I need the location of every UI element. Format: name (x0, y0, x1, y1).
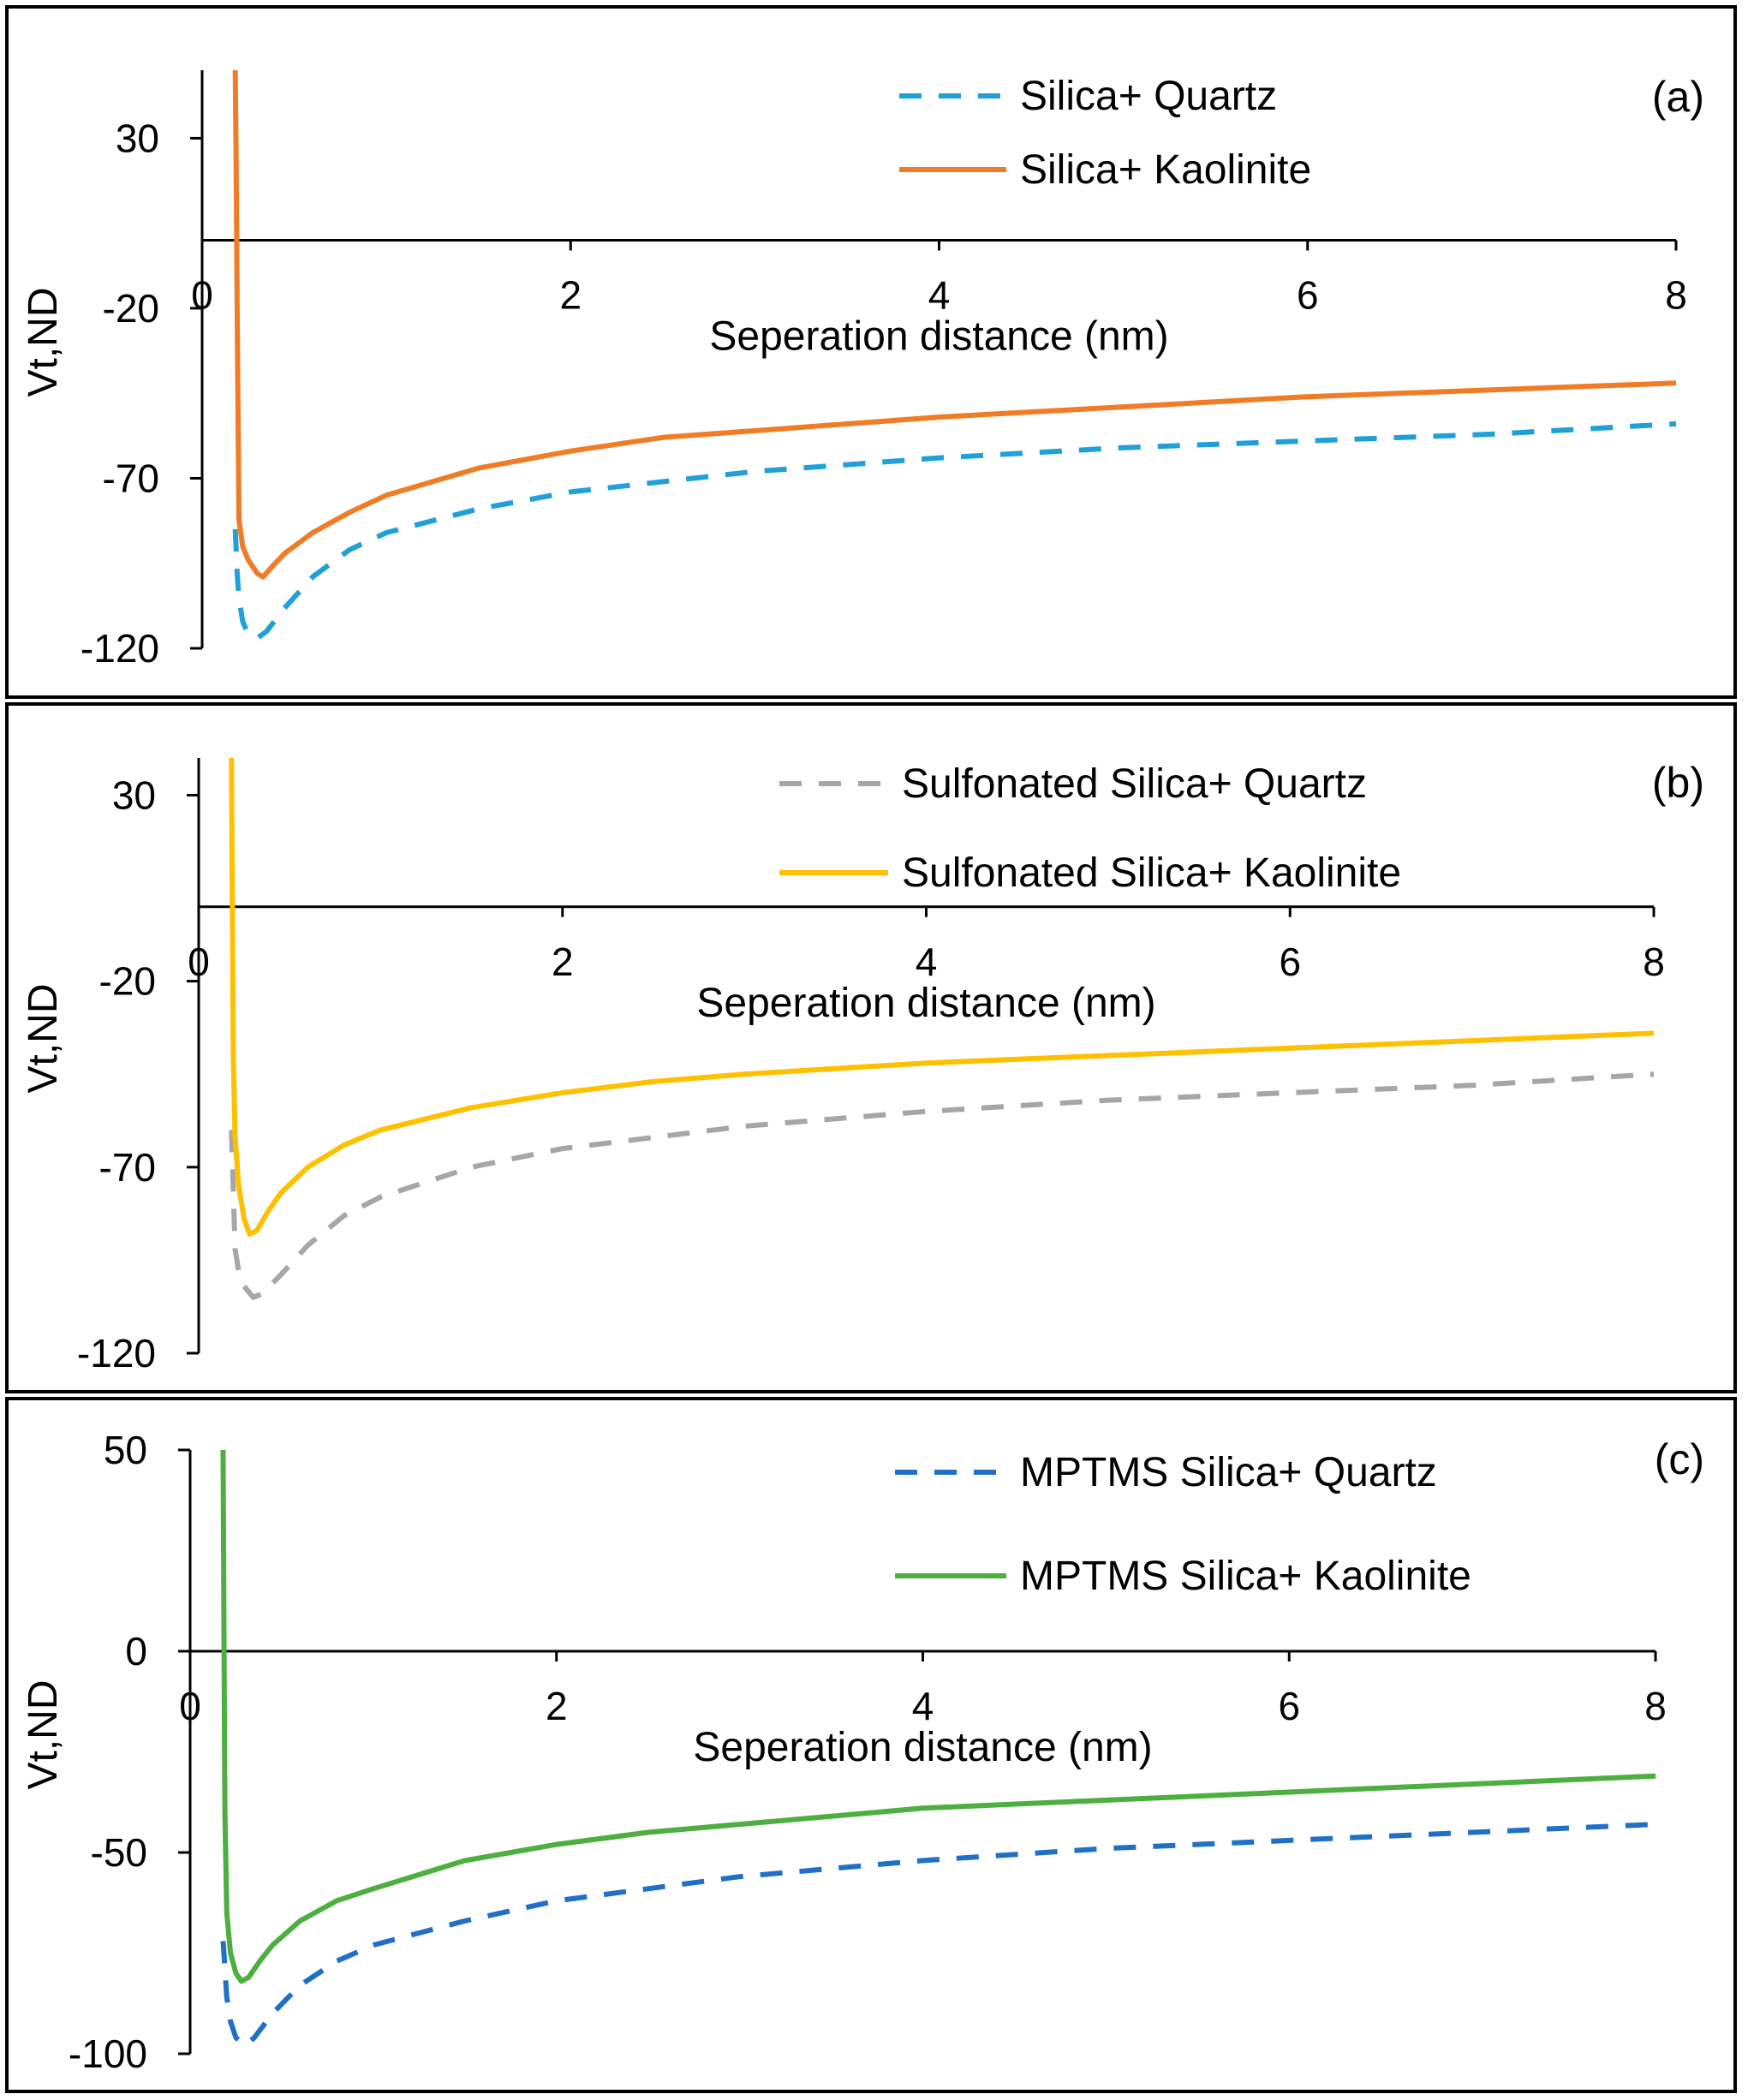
panel-frame (5, 5, 1737, 699)
legend-label: Sulfonated Silica+ Quartz (902, 761, 1367, 807)
x-tick-label: 2 (552, 940, 574, 984)
y-axis-title: Vt,ND (21, 287, 66, 397)
x-tick-label: 6 (1279, 940, 1301, 984)
y-axis-title: Vt,ND (21, 983, 66, 1093)
legend-label: Silica+ Quartz (1020, 74, 1277, 119)
y-tick-label: -70 (99, 1145, 156, 1190)
y-tick-label: -120 (81, 626, 159, 671)
y-tick-label: -20 (99, 959, 156, 1004)
series-line-solid (232, 70, 1677, 580)
legend-label: MPTMS Silica+ Kaolinite (1020, 1554, 1471, 1599)
y-tick-label: -100 (69, 2031, 147, 2076)
panel-label: (c) (1655, 1435, 1704, 1483)
x-axis-title: Seperation distance (nm) (693, 1725, 1152, 1770)
x-tick-label: 0 (188, 940, 210, 984)
y-tick-label: 50 (104, 1428, 147, 1472)
x-tick-label: 8 (1644, 1684, 1667, 1728)
y-tick-label: -20 (103, 286, 159, 331)
y-tick-label: 30 (116, 116, 159, 160)
x-axis-title: Seperation distance (nm) (696, 981, 1155, 1026)
x-tick-label: 8 (1665, 273, 1687, 318)
y-tick-label: -120 (77, 1331, 156, 1375)
chart-panel-a: 30 -20 -70 -120 0 2 4 6 8 Seperation distance (nm… (5, 5, 1737, 699)
y-tick-label: 0 (125, 1629, 147, 1673)
panel-frame (5, 1397, 1737, 2093)
x-tick-label: 4 (916, 940, 938, 984)
legend-label: Sulfonated Silica+ Kaolinite (902, 850, 1401, 896)
x-tick-label: 4 (912, 1684, 934, 1728)
y-tick-label: -50 (91, 1830, 147, 1875)
series-line-dashed (232, 421, 1677, 641)
y-axis-title: Vt,ND (21, 1679, 66, 1789)
x-tick-label: 4 (928, 273, 951, 318)
series-line-dashed (220, 1822, 1656, 2049)
x-tick-label: 6 (1278, 1684, 1300, 1728)
x-tick-label: 0 (179, 1684, 201, 1728)
y-tick-label: 30 (112, 773, 156, 817)
x-tick-label: 6 (1297, 273, 1319, 318)
panel-label: (b) (1652, 759, 1704, 807)
legend-label: MPTMS Silica+ Quartz (1020, 1450, 1437, 1495)
panel-frame (5, 702, 1737, 1393)
y-tick-label: -70 (103, 456, 159, 500)
x-tick-label: 8 (1643, 940, 1665, 984)
x-tick-label: 2 (559, 273, 582, 318)
chart-panel-b: 30 -20 -70 -120 0 2 4 6 8 Seperation distance (nm… (5, 702, 1737, 1393)
x-axis-title: Seperation distance (nm) (709, 314, 1168, 360)
x-tick-label: 2 (546, 1684, 568, 1728)
series-line-solid (220, 1450, 1656, 1984)
series-line-dashed (229, 1071, 1655, 1300)
panel-label: (a) (1652, 73, 1704, 121)
legend-label: Silica+ Kaolinite (1020, 147, 1311, 193)
series-line-solid (229, 758, 1655, 1237)
x-tick-label: 0 (191, 273, 213, 318)
chart-panel-c: 50 0 -50 -100 0 2 4 6 8 Seperation distance (nm) V… (5, 1397, 1737, 2093)
